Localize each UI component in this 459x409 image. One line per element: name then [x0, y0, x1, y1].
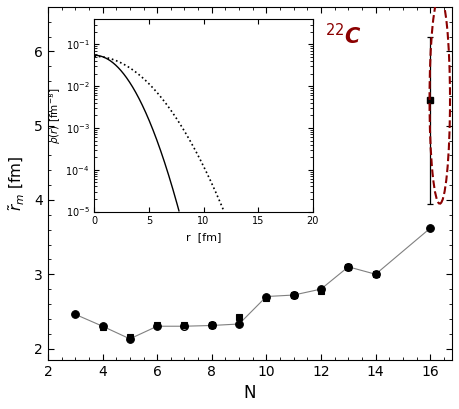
Y-axis label: $\tilde{r}_m$ [fm]: $\tilde{r}_m$ [fm]: [7, 156, 27, 211]
Text: $^{22}$C: $^{22}$C: [325, 23, 361, 48]
X-axis label: N: N: [244, 384, 256, 402]
